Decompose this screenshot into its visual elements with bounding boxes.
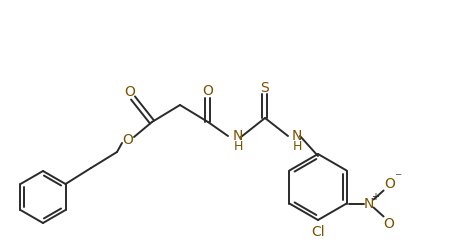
Text: N: N xyxy=(363,197,373,210)
Text: O: O xyxy=(202,84,213,98)
Text: H: H xyxy=(292,140,301,152)
Text: O: O xyxy=(122,133,133,147)
Text: N: N xyxy=(232,129,243,143)
Text: O: O xyxy=(383,177,394,192)
Text: O: O xyxy=(124,85,135,99)
Text: S: S xyxy=(260,81,269,95)
Text: N: N xyxy=(291,129,301,143)
Text: +: + xyxy=(370,193,378,203)
Text: O: O xyxy=(382,216,393,231)
Text: ⁻: ⁻ xyxy=(393,172,400,185)
Text: Cl: Cl xyxy=(311,225,324,239)
Text: H: H xyxy=(233,140,242,152)
